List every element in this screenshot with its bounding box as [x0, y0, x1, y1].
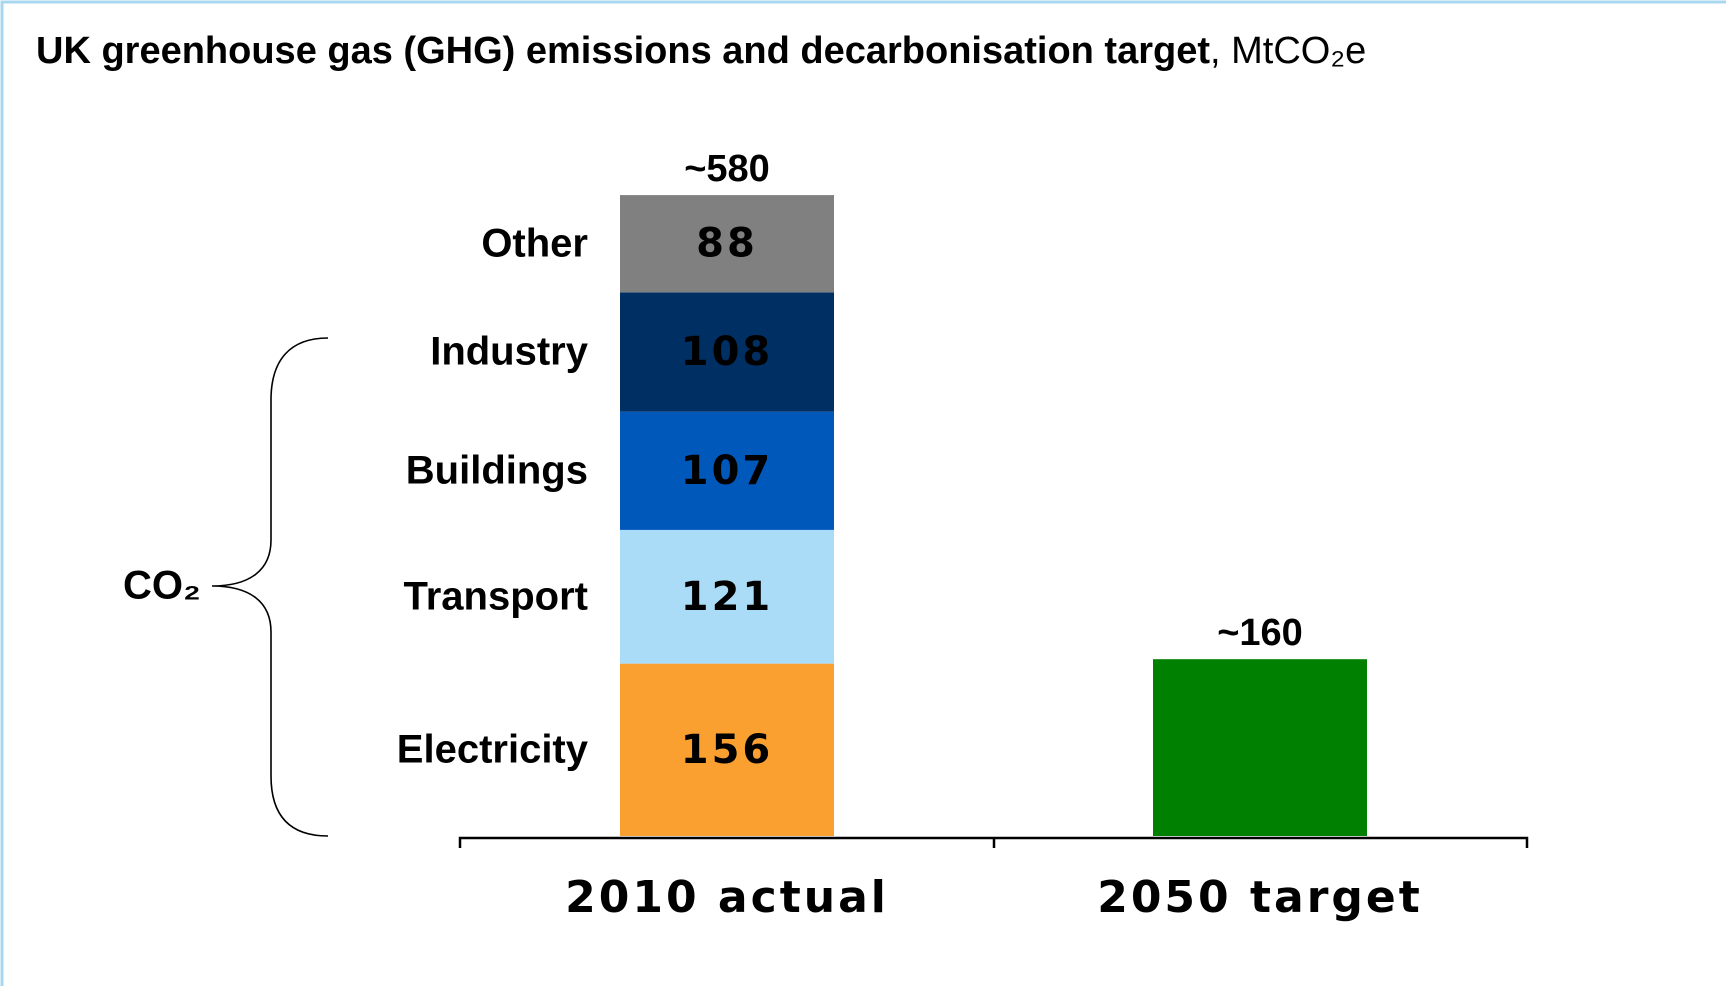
annotation: CO₂ [123, 564, 201, 608]
x-tick-label: 2050 target [1097, 872, 1423, 923]
segment-name: Electricity [397, 727, 589, 771]
segment-value-label: 88 [696, 221, 758, 267]
segment-name: Buildings [406, 448, 588, 492]
bar-segment [620, 195, 834, 293]
segment-value-label: 156 [681, 727, 774, 773]
x-axis [458, 836, 1529, 848]
bar-segment [620, 411, 834, 530]
total-label: ~160 [1217, 612, 1303, 654]
title-unit: , MtCO₂e [1210, 30, 1366, 72]
total-label: ~580 [684, 148, 770, 190]
bar-segment [1153, 659, 1367, 836]
brace [211, 337, 329, 837]
segment-name: Other [481, 221, 588, 265]
x-tick-label: 2010 actual [565, 872, 889, 923]
segment-value-label: 107 [681, 448, 774, 494]
title-main: UK greenhouse gas (GHG) emissions and de… [36, 30, 1210, 72]
bar-segment [620, 292, 834, 412]
segment-name: Industry [430, 330, 589, 374]
segment-name: Transport [404, 574, 588, 618]
chart-title: UK greenhouse gas (GHG) emissions and de… [36, 30, 1366, 72]
bar-segment [620, 529, 834, 664]
segment-value-label: 108 [681, 329, 774, 375]
bar-segment [620, 663, 834, 836]
segment-value-label: 121 [681, 574, 774, 620]
